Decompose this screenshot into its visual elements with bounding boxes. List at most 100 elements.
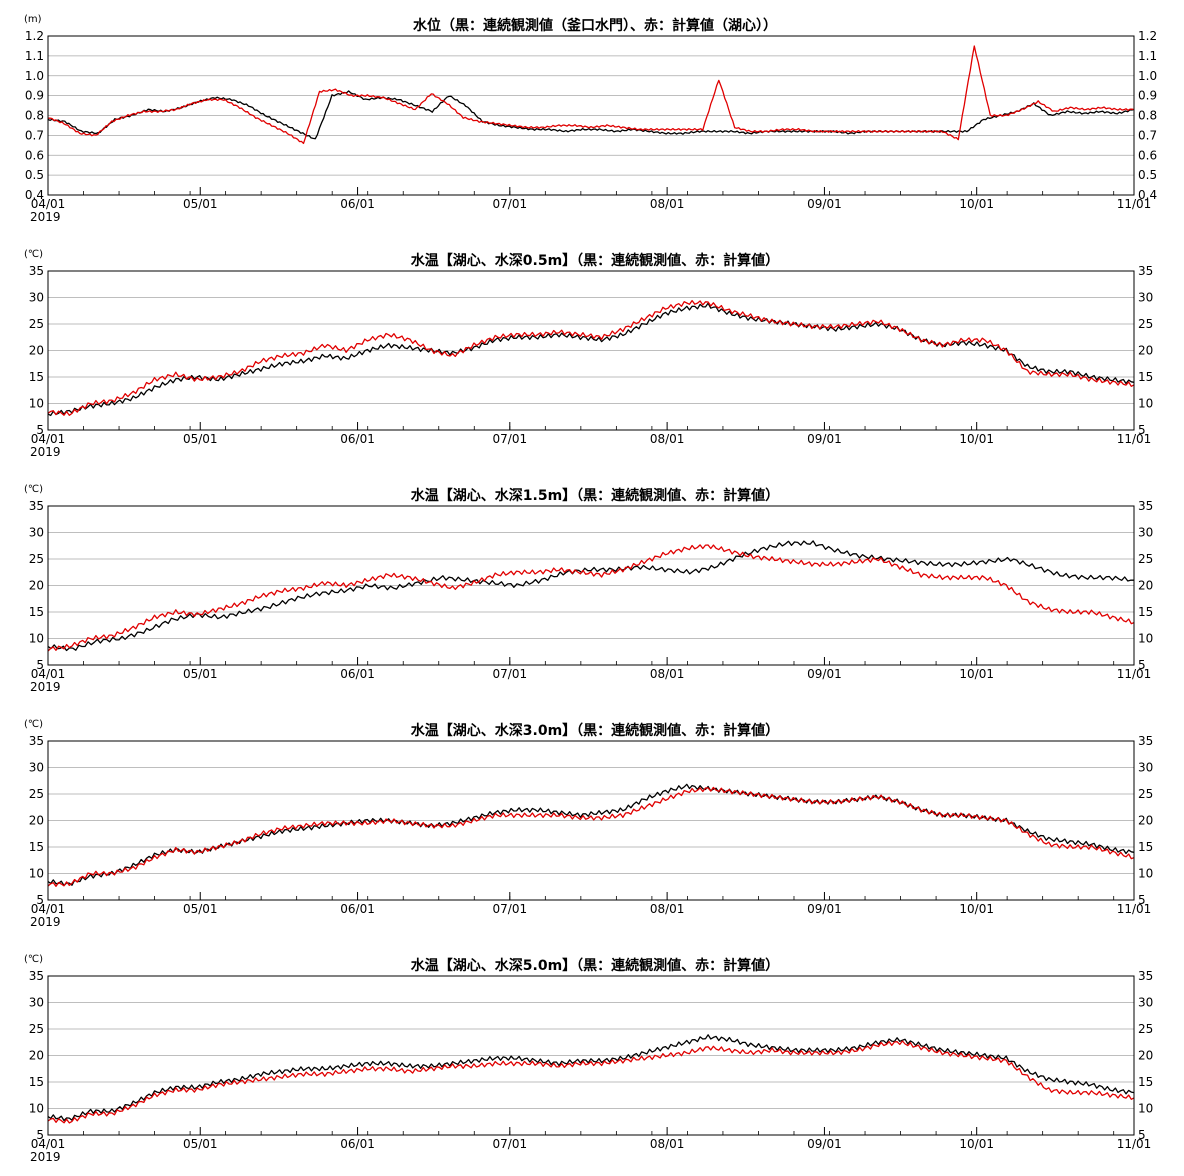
x-tick-label: 05/01 — [183, 1137, 218, 1151]
y-tick-label: 10 — [29, 867, 44, 881]
y-tick-label: 20 — [29, 579, 44, 593]
y-tick-label-right: 15 — [1138, 370, 1153, 384]
panel-4: 水温【湖心、水深3.0m】（黒：連続観測値、赤：計算値） (℃) 5 5 10 10 15 1… — [24, 719, 1153, 929]
y-tick-label: 1.1 — [25, 49, 44, 63]
y-tick-label: 0.9 — [25, 89, 44, 103]
x-tick-label: 04/01 — [31, 902, 66, 916]
y-tick-label: 35 — [29, 969, 44, 983]
y-tick-label-right: 20 — [1138, 579, 1153, 593]
year-label: 2019 — [30, 915, 61, 929]
series-observed-line — [47, 302, 1135, 417]
x-tick-label: 06/01 — [340, 1137, 375, 1151]
y-tick-label: 5 — [36, 423, 44, 437]
x-tick-label: 10/01 — [959, 197, 994, 211]
y-tick-label: 0.6 — [25, 148, 44, 162]
plot-frame — [47, 270, 1135, 431]
x-tick-label: 07/01 — [493, 902, 528, 916]
plot-frame — [47, 975, 1135, 1136]
y-tick-label-right: 35 — [1138, 734, 1153, 748]
panel-title: 水温【湖心、水深3.0m】（黒：連続観測値、赤：計算値） — [411, 722, 779, 739]
y-tick-label: 30 — [29, 526, 44, 540]
y-tick-label: 15 — [29, 840, 44, 854]
y-tick-label-right: 1.1 — [1138, 49, 1157, 63]
y-tick-label: 25 — [29, 1022, 44, 1036]
unit-label: (℃) — [24, 954, 43, 965]
y-tick-label: 10 — [29, 397, 44, 411]
x-tick-label: 09/01 — [807, 1137, 842, 1151]
y-tick-label-right: 10 — [1138, 397, 1153, 411]
x-tick-label: 06/01 — [340, 197, 375, 211]
year-label: 2019 — [30, 680, 61, 694]
y-tick-label-right: 15 — [1138, 605, 1153, 619]
y-tick-label: 30 — [29, 291, 44, 305]
y-tick-label: 5 — [36, 893, 44, 907]
x-tick-label: 05/01 — [183, 432, 218, 446]
x-tick-label: 11/01 — [1117, 432, 1152, 446]
x-tick-label: 06/01 — [340, 902, 375, 916]
x-tick-label: 11/01 — [1117, 902, 1152, 916]
y-tick-label: 35 — [29, 264, 44, 278]
y-tick-label-right: 0.9 — [1138, 89, 1157, 103]
plot-frame — [47, 505, 1135, 666]
y-tick-label: 20 — [29, 1049, 44, 1063]
x-tick-label: 09/01 — [807, 197, 842, 211]
y-tick-label-right: 1.0 — [1138, 69, 1157, 83]
y-tick-label-right: 25 — [1138, 1022, 1153, 1036]
y-tick-label-right: 0.8 — [1138, 109, 1157, 123]
y-tick-label-right: 30 — [1138, 291, 1153, 305]
series-observed-line — [47, 783, 1135, 887]
y-tick-label: 0.8 — [25, 109, 44, 123]
y-tick-label-right: 0.6 — [1138, 148, 1157, 162]
unit-label: (℃) — [24, 719, 43, 730]
y-tick-label-right: 15 — [1138, 1075, 1153, 1089]
panel-3: 水温【湖心、水深1.5m】（黒：連続観測値、赤：計算値） (℃) 5 5 10 10 15 1… — [24, 484, 1153, 694]
series-calculated-line — [47, 1040, 1135, 1124]
x-tick-label: 04/01 — [31, 667, 66, 681]
y-tick-label: 10 — [29, 632, 44, 646]
x-tick-label: 08/01 — [650, 1137, 685, 1151]
x-tick-label: 08/01 — [650, 432, 685, 446]
y-tick-label: 25 — [29, 552, 44, 566]
x-tick-label: 04/01 — [31, 197, 66, 211]
y-tick-label: 35 — [29, 499, 44, 513]
y-tick-label-right: 30 — [1138, 526, 1153, 540]
unit-label: (m) — [24, 14, 42, 25]
y-tick-label-right: 20 — [1138, 1049, 1153, 1063]
x-tick-label: 07/01 — [493, 667, 528, 681]
series-calculated-line — [47, 544, 1135, 652]
y-tick-label: 20 — [29, 344, 44, 358]
year-label: 2019 — [30, 210, 61, 224]
x-tick-label: 09/01 — [807, 432, 842, 446]
plot-frame — [47, 35, 1135, 196]
x-tick-label: 05/01 — [183, 902, 218, 916]
y-tick-label-right: 20 — [1138, 344, 1153, 358]
y-tick-label-right: 30 — [1138, 761, 1153, 775]
y-tick-label: 30 — [29, 996, 44, 1010]
x-tick-label: 11/01 — [1117, 1137, 1152, 1151]
y-tick-label-right: 15 — [1138, 840, 1153, 854]
y-tick-label: 1.2 — [25, 29, 44, 43]
y-tick-label: 0.4 — [25, 188, 44, 202]
series-calculated-line — [47, 45, 1135, 145]
x-tick-label: 06/01 — [340, 432, 375, 446]
y-tick-label-right: 25 — [1138, 317, 1153, 331]
x-tick-label: 04/01 — [31, 1137, 66, 1151]
y-tick-label-right: 1.2 — [1138, 29, 1157, 43]
y-tick-label: 1.0 — [25, 69, 44, 83]
y-tick-label: 35 — [29, 734, 44, 748]
x-tick-label: 04/01 — [31, 432, 66, 446]
y-tick-label: 20 — [29, 814, 44, 828]
series-observed-line — [47, 1034, 1135, 1122]
x-tick-label: 05/01 — [183, 667, 218, 681]
panel-5: 水温【湖心、水深5.0m】（黒：連続観測値、赤：計算値） (℃) 5 5 10 10 15 1… — [24, 954, 1153, 1164]
y-tick-label: 30 — [29, 761, 44, 775]
y-tick-label-right: 0.7 — [1138, 128, 1157, 142]
x-tick-label: 07/01 — [493, 1137, 528, 1151]
y-tick-label: 10 — [29, 1102, 44, 1116]
panel-title: 水位（黒：連続観測値（釜口水門）、赤：計算値（湖心）） — [413, 17, 777, 34]
x-tick-label: 08/01 — [650, 197, 685, 211]
y-tick-label: 5 — [36, 1128, 44, 1142]
series-observed-line — [47, 90, 1135, 140]
panel-1: 水位（黒：連続観測値（釜口水門）、赤：計算値（湖心）） (m) 0.4 0.4 0.5 0… — [24, 14, 1157, 224]
